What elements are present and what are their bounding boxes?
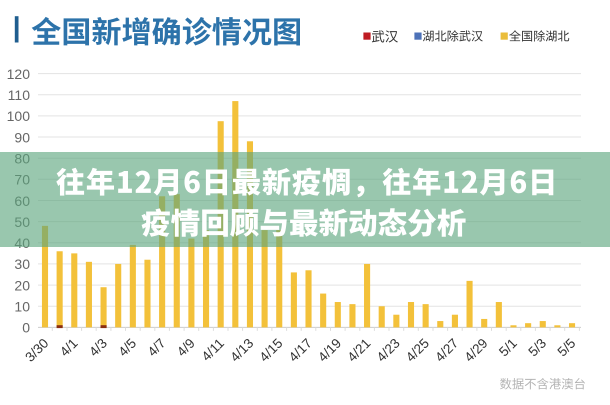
svg-text:20: 20 [14, 277, 30, 293]
svg-text:100: 100 [7, 108, 31, 124]
svg-text:10: 10 [14, 299, 30, 315]
svg-text:90: 90 [14, 129, 30, 145]
svg-text:120: 120 [7, 66, 31, 82]
svg-text:30: 30 [14, 256, 30, 272]
svg-text:0: 0 [22, 320, 30, 336]
svg-text:110: 110 [8, 87, 31, 103]
